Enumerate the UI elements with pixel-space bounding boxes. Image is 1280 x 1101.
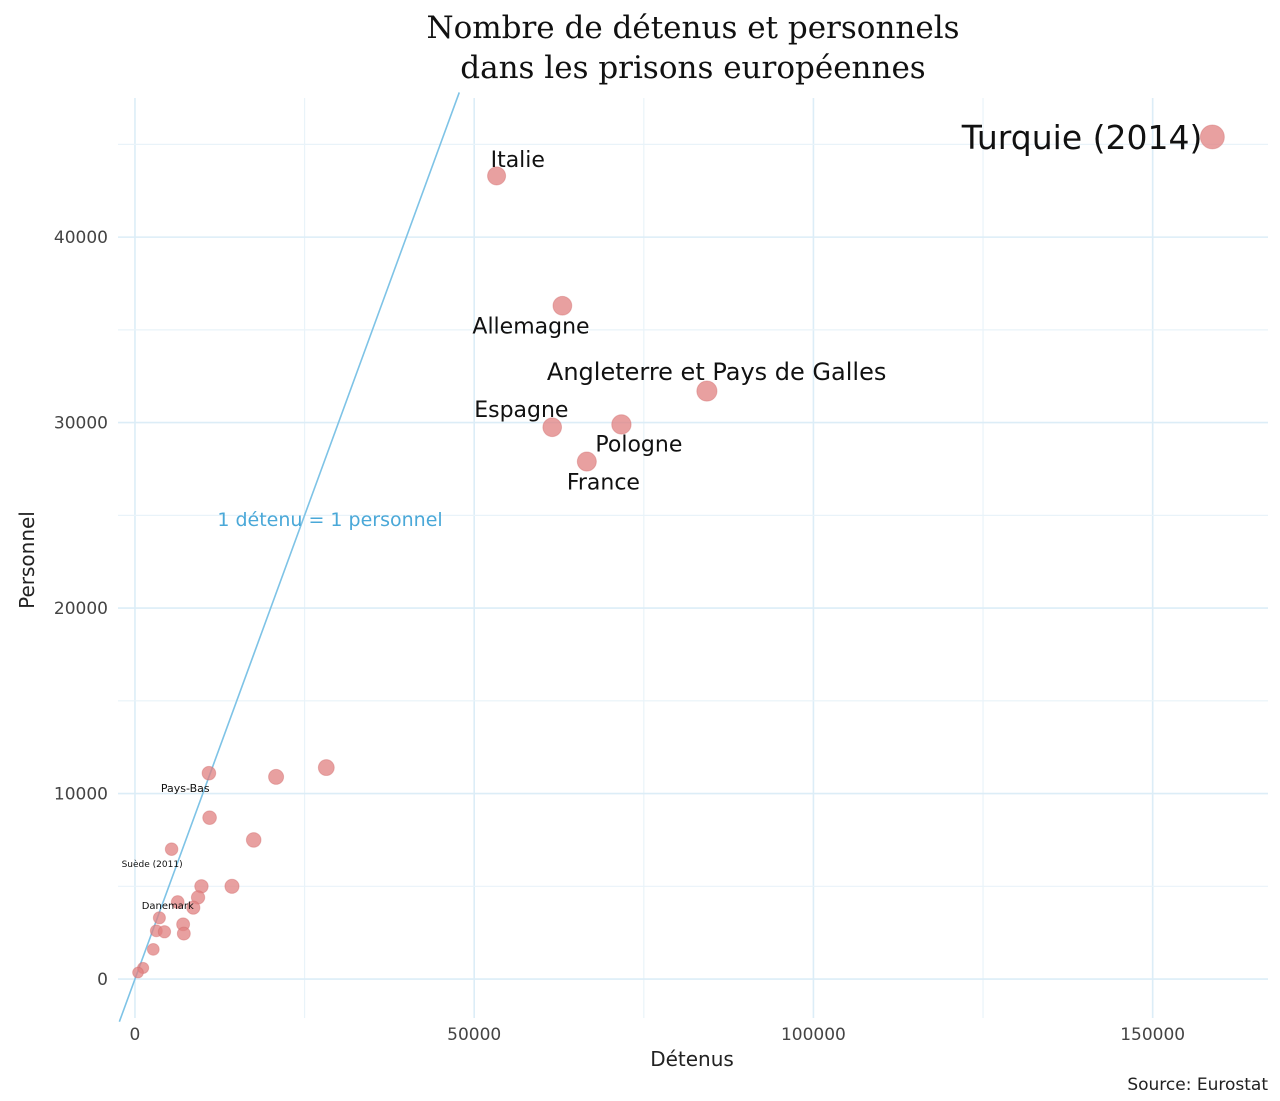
data-point [542, 417, 563, 438]
data-point [696, 380, 718, 402]
data-point [1199, 124, 1225, 150]
data-point [576, 451, 597, 472]
source-note: Source: Eurostat [1127, 1075, 1268, 1095]
data-point [176, 926, 191, 941]
data-point [170, 895, 185, 909]
y-tick-label: 20000 [54, 599, 108, 619]
data-point [245, 832, 262, 848]
x-axis-label: Détenus [650, 1047, 734, 1071]
y-tick-label: 0 [97, 970, 108, 990]
data-point [132, 966, 144, 979]
x-tick-label: 150000 [1120, 1025, 1185, 1045]
data-point [611, 414, 632, 435]
data-point [186, 900, 201, 915]
chart-title-line1: Nombre de détenus et personnels [426, 10, 960, 46]
data-point-label: Angleterre et Pays de Galles [547, 358, 886, 386]
data-point-label: Pologne [595, 432, 682, 457]
data-point [152, 911, 166, 925]
data-point [487, 166, 507, 186]
data-point-label: Allemagne [472, 315, 589, 340]
data-point [157, 925, 172, 939]
chart-title-line2: dans les prisons européennes [460, 50, 926, 86]
data-point [201, 765, 217, 781]
data-point-label: Pays-Bas [161, 782, 210, 795]
data-point-label: Suède (2011) [122, 859, 183, 870]
y-tick-label: 10000 [54, 785, 108, 805]
data-point [317, 759, 335, 777]
data-point [552, 295, 573, 316]
data-point-label: Italie [491, 148, 545, 173]
data-point [224, 878, 240, 894]
y-axis-label: Personnel [15, 511, 39, 609]
x-tick-label: 0 [130, 1025, 141, 1045]
data-point-label: Danemark [142, 901, 194, 912]
data-point-label: France [567, 471, 640, 496]
y-tick-label: 40000 [54, 228, 108, 248]
x-tick-label: 100000 [781, 1025, 846, 1045]
x-tick-label: 50000 [447, 1025, 501, 1045]
reference-line-label: 1 détenu = 1 personnel [217, 509, 442, 531]
data-point [202, 810, 217, 826]
reference-line [118, 92, 461, 1022]
data-point [146, 942, 160, 956]
y-tick-label: 30000 [54, 414, 108, 434]
data-point-label: Espagne [474, 398, 568, 423]
chart-title: Nombre de détenus et personnels dans les… [0, 8, 1280, 88]
data-point [164, 842, 179, 856]
data-point-label: Turquie (2014) [961, 118, 1203, 157]
data-point [268, 768, 285, 785]
